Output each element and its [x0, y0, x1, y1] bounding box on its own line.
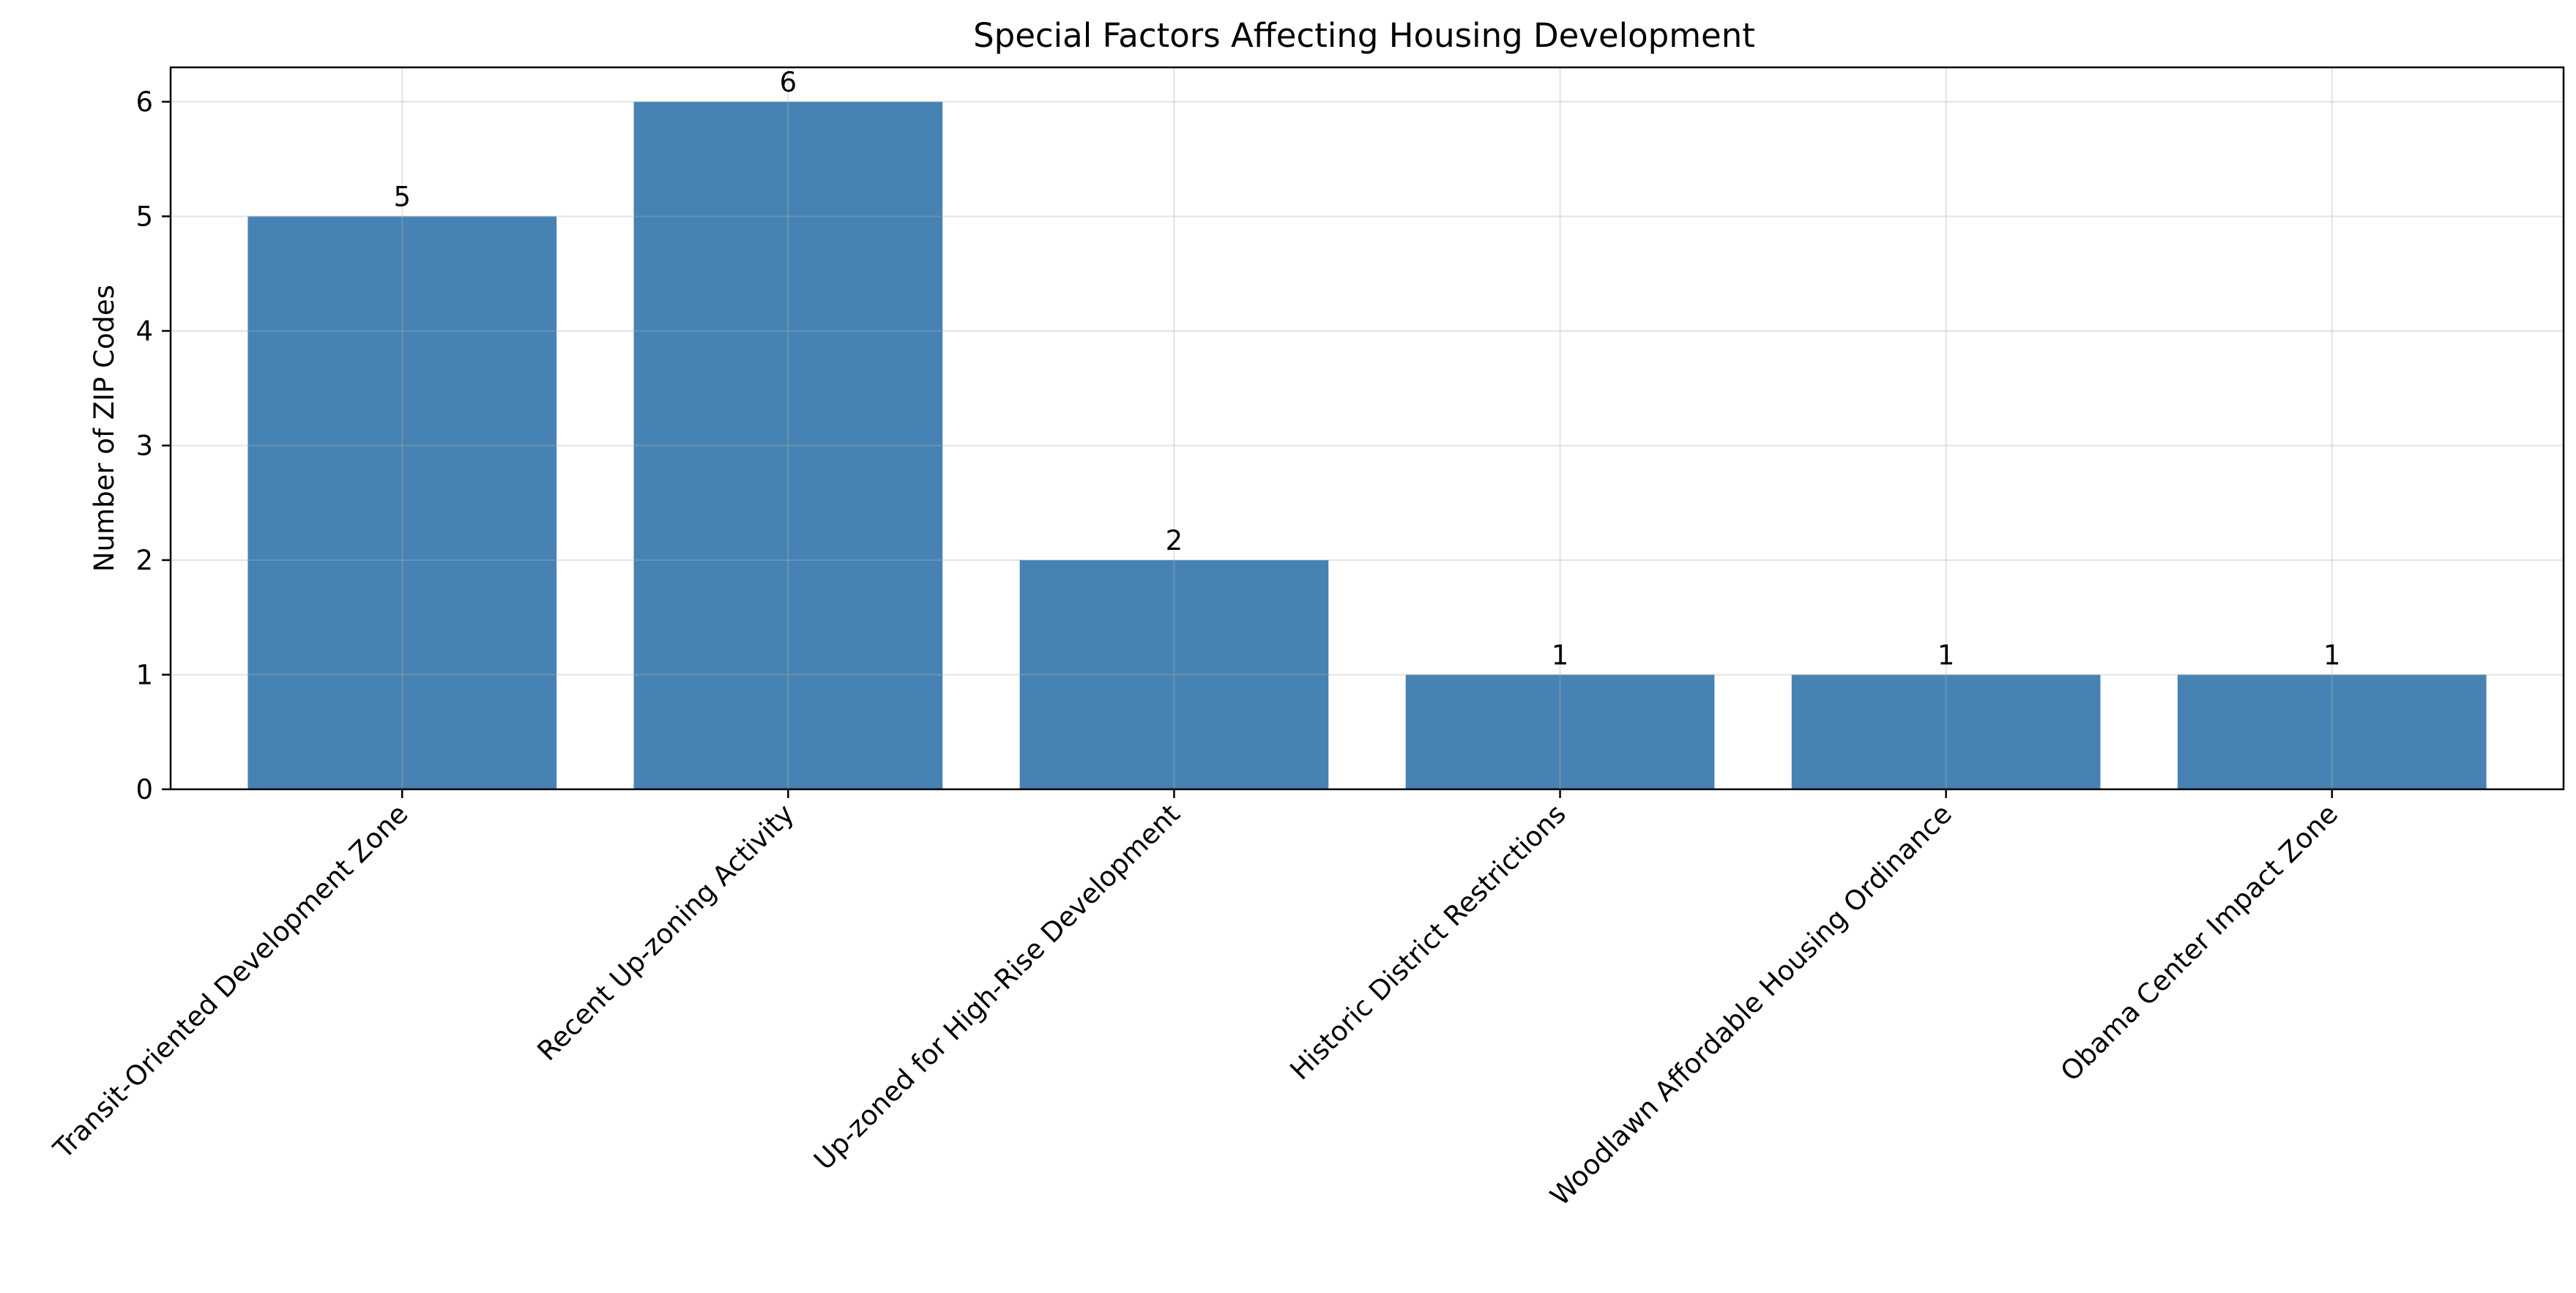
bar-1	[633, 101, 943, 789]
chart-title: Special Factors Affecting Housing Develo…	[973, 16, 1755, 55]
data-label-2: 2	[1166, 525, 1183, 556]
data-label-3: 1	[1552, 639, 1569, 671]
y-tick-label-4: 4	[135, 316, 153, 347]
x-tick-label-5: Obama Center Impact Zone	[2055, 798, 2344, 1087]
x-tick-label-4: Woodlawn Affordable Housing Ordinance	[1544, 798, 1958, 1212]
y-tick-label-6: 6	[135, 86, 153, 118]
bar-3	[1405, 674, 1715, 789]
bar-2	[1019, 559, 1329, 789]
y-tick-label-5: 5	[135, 201, 153, 232]
data-label-5: 1	[2323, 639, 2341, 671]
bar-0	[247, 216, 557, 789]
bar-5	[2177, 674, 2487, 789]
data-labels-layer: 5 6 2 1 1 1	[393, 67, 2340, 671]
x-tick-label-0: Transit-Oriented Development Zone	[47, 798, 414, 1166]
x-tick-label-1: Recent Up-zoning Activity	[531, 798, 800, 1067]
plot-frame	[169, 66, 2565, 791]
x-tick-label-2: Up-zoned for High-Rise Development	[808, 798, 1185, 1176]
y-tick-label-0: 0	[135, 774, 153, 805]
data-label-4: 1	[1937, 639, 1955, 671]
x-axis-ticks: Transit-Oriented Development Zone Recent …	[47, 789, 2344, 1212]
y-tick-label-2: 2	[135, 545, 153, 576]
data-label-1: 6	[780, 67, 797, 98]
y-axis-label: Number of ZIP Codes	[89, 285, 120, 572]
y-axis-ticks: 0 1 2 3 4 5 6	[135, 86, 171, 805]
bars-layer	[247, 101, 2487, 789]
y-tick-label-1: 1	[135, 659, 153, 690]
data-label-0: 5	[393, 181, 411, 212]
x-tick-label-3: Historic District Restrictions	[1284, 798, 1572, 1086]
bar-4	[1791, 674, 2101, 789]
y-tick-label-3: 3	[135, 430, 153, 461]
